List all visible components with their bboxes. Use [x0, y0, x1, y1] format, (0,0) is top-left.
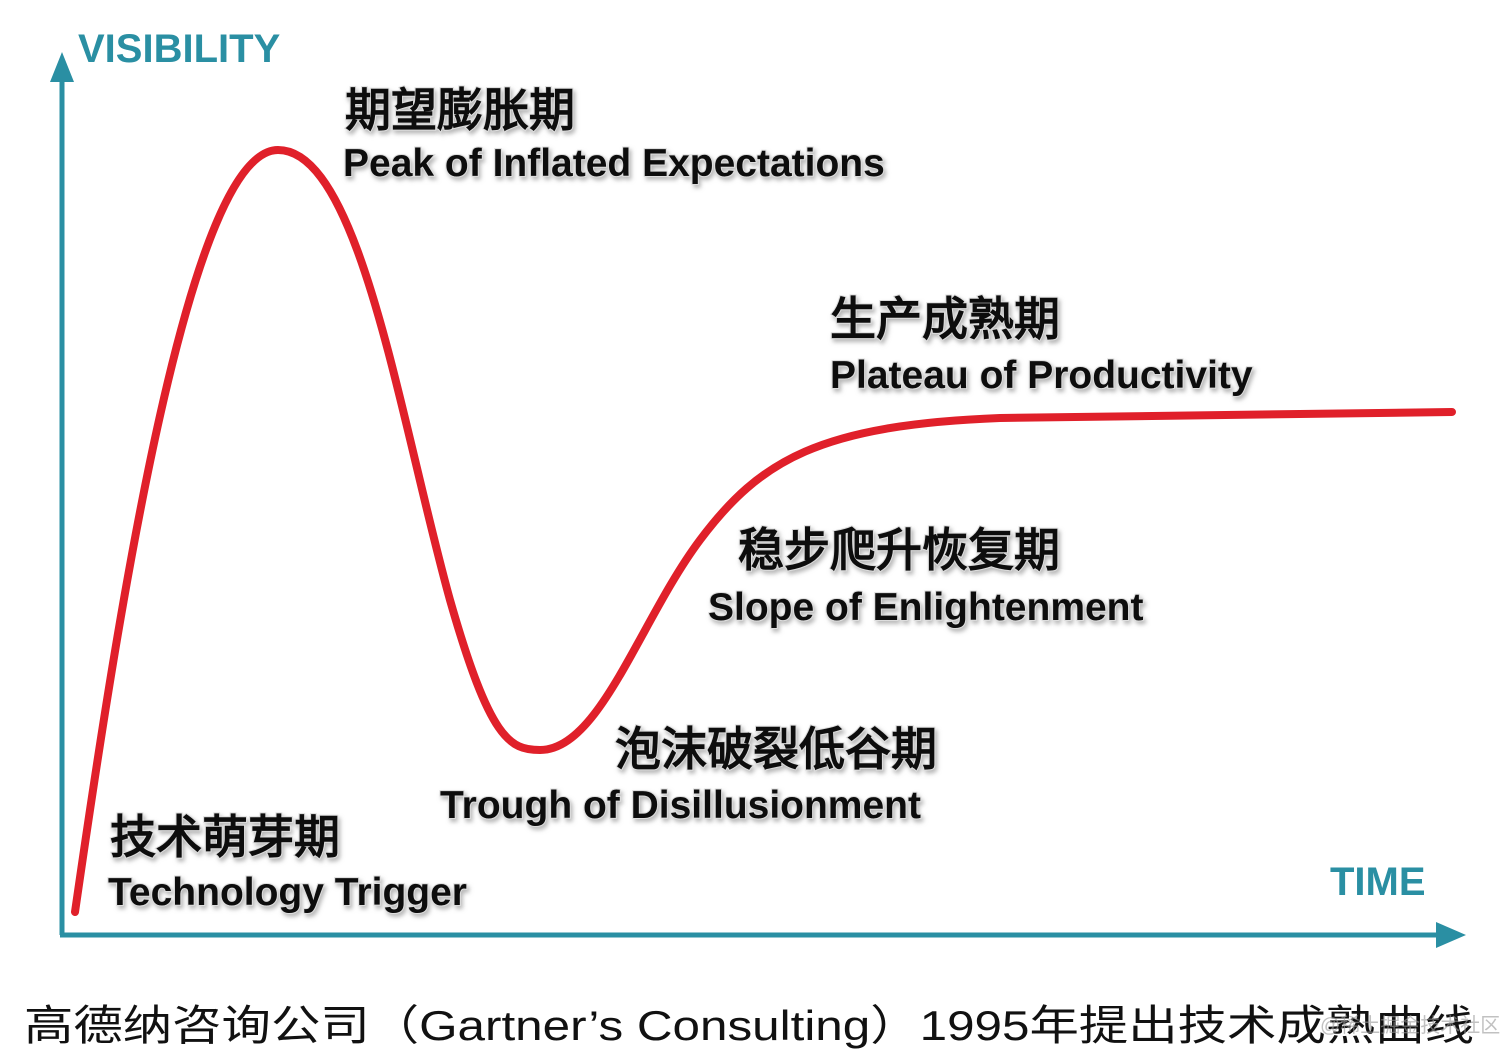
caption: 高德纳咨询公司（Gartner’s Consulting）1995年提出技术成熟…: [24, 1002, 1474, 1049]
phase-cn: 稳步爬升恢复期: [738, 524, 1060, 576]
phase-en: Peak of Inflated Expectations: [343, 142, 885, 185]
y-axis-arrow: [50, 52, 74, 82]
phase-cn: 泡沫破裂低谷期: [615, 723, 937, 775]
phase-cn: 生产成熟期: [830, 293, 1060, 345]
hype-curve: [71, 145, 1456, 916]
phase-cn: 技术萌芽期: [110, 811, 340, 863]
y-axis-label: VISIBILITY: [78, 27, 281, 71]
phase-en: Plateau of Productivity: [830, 354, 1253, 397]
phase-en: Technology Trigger: [108, 871, 467, 914]
x-axis-arrow: [1436, 922, 1466, 948]
x-axis-label: TIME: [1330, 860, 1426, 904]
phase-cn: 期望膨胀期: [345, 84, 575, 136]
phase-en: Slope of Enlightenment: [708, 586, 1144, 629]
phase-en: Trough of Disillusionment: [440, 784, 921, 827]
watermark: @稀土掘金技术社区: [1320, 1014, 1500, 1037]
